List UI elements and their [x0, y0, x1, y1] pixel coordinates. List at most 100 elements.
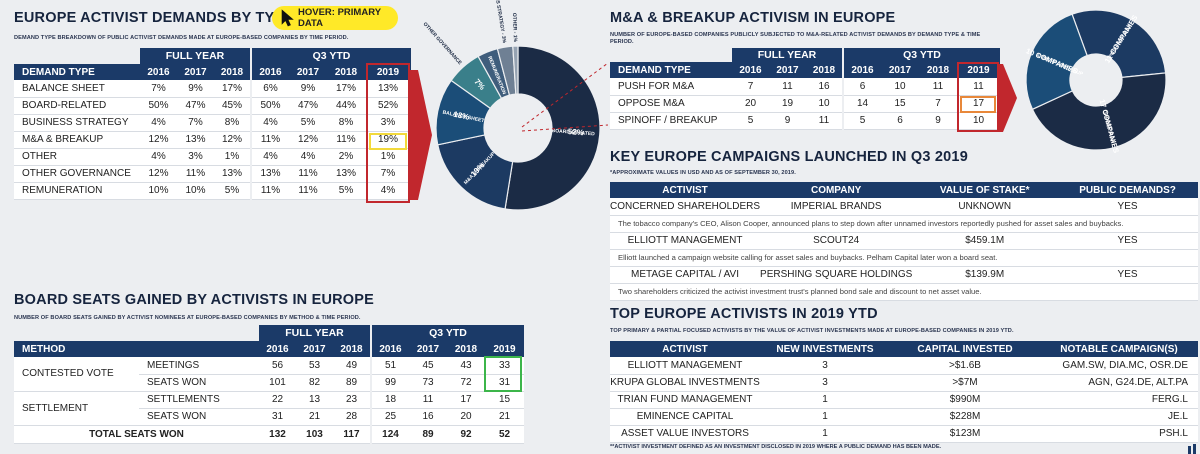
- cell-value: 82: [296, 374, 333, 392]
- cell-value: 20: [447, 408, 485, 426]
- table-row[interactable]: BALANCE SHEET 7% 9% 17% 6% 9% 17% 13%: [14, 80, 411, 98]
- cell-activist: METAGE CAPITAL / AVI: [610, 266, 761, 284]
- cell-value: 12%: [289, 131, 327, 149]
- donut-slice[interactable]: [1031, 72, 1167, 151]
- total-value: 92: [447, 425, 485, 444]
- campaign-row[interactable]: ELLIOTT MANAGEMENT SCOUT24 $459.1M YES: [610, 232, 1198, 250]
- table-row[interactable]: M&A & BREAKUP 12% 13% 12% 11% 12% 11% 19%: [14, 131, 411, 149]
- col-year: 2017: [888, 64, 912, 76]
- cell-capital: $990M: [890, 391, 1040, 409]
- cell-value: 13%: [251, 165, 289, 183]
- cell-value: 9%: [177, 80, 214, 98]
- slice-category-label: BOARD-RELATED: [551, 128, 595, 137]
- slice-category-label: BUSINESS STRATEGY - 3%: [491, 0, 507, 44]
- campaign-note: Elliott launched a campaign website call…: [610, 249, 1198, 267]
- cell-investments: 3: [760, 374, 890, 392]
- cell-value: 23: [333, 391, 372, 409]
- table-row[interactable]: SEATS WON 31 21 28 25 16 20 21: [14, 408, 524, 426]
- cell-value: 11: [919, 78, 957, 96]
- cell-value: 10: [957, 112, 1000, 130]
- cell-value: 4%: [140, 148, 177, 166]
- board-seats-table: FULL YEAR Q3 YTD METHOD 2016 2017 2018 2…: [14, 325, 524, 444]
- cell-value: 53: [296, 357, 333, 375]
- cell-campaigns: FERG.L: [1040, 391, 1198, 409]
- activist-row[interactable]: KRUPA GLOBAL INVESTMENTS 3 >$7M AGN, G24.DE…: [610, 374, 1198, 392]
- method-group-label: CONTESTED VOTE: [14, 357, 139, 392]
- table-row[interactable]: OTHER GOVERNANCE 12% 11% 13% 13% 11% 13% 7%: [14, 165, 411, 183]
- cell-value: 4%: [140, 114, 177, 132]
- cell-value: 47%: [289, 97, 327, 115]
- cell-value: 12%: [214, 131, 252, 149]
- total-row[interactable]: TOTAL SEATS WON 132 103 117 124 89 92 52: [14, 425, 524, 444]
- cell-demands: YES: [1057, 266, 1198, 284]
- table-row[interactable]: PUSH FOR M&A 7 11 16 6 10 11 11: [610, 78, 1000, 96]
- table-row[interactable]: BUSINESS STRATEGY 4% 7% 8% 4% 5% 8% 3%: [14, 114, 411, 132]
- total-label: TOTAL SEATS WON: [14, 425, 259, 444]
- cell-campaigns: JE.L: [1040, 408, 1198, 426]
- cell-value: 25: [371, 408, 409, 426]
- cell-value: 10: [806, 95, 844, 113]
- cell-value: 7: [919, 95, 957, 113]
- row-label: BOARD-RELATED: [14, 97, 140, 115]
- campaign-row[interactable]: METAGE CAPITAL / AVI PERSHING SQUARE HOLD…: [610, 266, 1198, 284]
- col-year: 2016: [266, 343, 289, 355]
- table-row[interactable]: BOARD-RELATED 50% 47% 45% 50% 47% 44% 52%: [14, 97, 411, 115]
- cell-value: 15: [881, 95, 919, 113]
- panel3-title: KEY EUROPE CAMPAIGNS LAUNCHED IN Q3 2019: [610, 149, 968, 165]
- col-year: 2016: [147, 66, 170, 78]
- group-full-year: FULL YEAR: [259, 325, 372, 341]
- cell-value: 4%: [365, 182, 411, 200]
- row-label: MEETINGS: [139, 357, 259, 375]
- campaign-row[interactable]: CONCERNED SHAREHOLDERS IMPERIAL BRANDS UNK…: [610, 198, 1198, 216]
- cell-campaigns: AGN, G24.DE, ALT.PA: [1040, 374, 1198, 392]
- cell-activist: CONCERNED SHAREHOLDERS: [610, 198, 761, 216]
- col-value-of-stake: VALUE OF STAKE*: [939, 184, 1030, 196]
- col-year: 2016: [259, 66, 282, 78]
- donut-slice[interactable]: [1025, 13, 1088, 111]
- cell-value: 16: [409, 408, 447, 426]
- cell-value: 1%: [365, 148, 411, 166]
- arrow-to-donut2: [997, 64, 1017, 132]
- hover-primary-data-badge[interactable]: HOVER: PRIMARY DATA: [272, 6, 398, 30]
- cell-value: 33: [485, 357, 524, 375]
- cell-value: 7%: [140, 80, 177, 98]
- table-row[interactable]: OTHER 4% 3% 1% 4% 4% 2% 1%: [14, 148, 411, 166]
- activist-row[interactable]: ASSET VALUE INVESTORS 1 $123M PSH.L: [610, 425, 1198, 443]
- cursor-arrow-icon: [281, 9, 294, 27]
- cell-value: 6: [843, 78, 881, 96]
- col-year: 2017: [296, 66, 320, 78]
- donut-slice[interactable]: [512, 45, 519, 95]
- cell-demands: YES: [1057, 198, 1198, 216]
- cell-value: 52%: [365, 97, 411, 115]
- col-demand-type: DEMAND TYPE: [618, 64, 691, 76]
- panel-demands-by-type: EUROPE ACTIVIST DEMANDS BY TYPE DEMAND T…: [14, 10, 414, 41]
- activist-row[interactable]: TRIAN FUND MANAGEMENT 1 $990M FERG.L: [610, 391, 1198, 409]
- activist-row[interactable]: ELLIOTT MANAGEMENT 3 >$1.6B GAM.SW, DIA.MC,…: [610, 357, 1198, 375]
- table-row[interactable]: OPPOSE M&A 20 19 10 14 15 7 17: [610, 95, 1000, 113]
- donut-slice[interactable]: [437, 134, 514, 210]
- cell-value: 3%: [365, 114, 411, 132]
- total-value: 89: [409, 425, 447, 444]
- cell-value: 99: [371, 374, 409, 392]
- cell-value: 1%: [214, 148, 252, 166]
- cell-value: 21: [485, 408, 524, 426]
- table-row[interactable]: SEATS WON 101 82 89 99 73 72 31: [14, 374, 524, 392]
- table-row[interactable]: CONTESTED VOTE MEETINGS 56 53 49 51 45 43 33: [14, 357, 524, 392]
- col-company: COMPANY: [810, 184, 862, 196]
- group-full-year: FULL YEAR: [140, 48, 252, 64]
- cell-value: 11%: [289, 182, 327, 200]
- donut-slice[interactable]: [1071, 9, 1167, 79]
- cell-value: 7%: [177, 114, 214, 132]
- activist-row[interactable]: EMINENCE CAPITAL 1 $228M JE.L: [610, 408, 1198, 426]
- cell-value: 73: [409, 374, 447, 392]
- cell-value: 17%: [327, 80, 365, 98]
- cell-investments: 1: [760, 408, 890, 426]
- table-row[interactable]: SPINOFF / BREAKUP 5 9 11 5 6 9 10: [610, 112, 1000, 130]
- table-row[interactable]: REMUNERATION 10% 10% 5% 11% 11% 5% 4%: [14, 182, 411, 200]
- table-row[interactable]: SETTLEMENT SETTLEMENTS 22 13 23 18 11 17 15: [14, 391, 524, 426]
- cell-value: 13: [296, 391, 333, 409]
- cell-value: 11%: [251, 131, 289, 149]
- cell-value: 19: [769, 95, 806, 113]
- arrow-to-donut1: [410, 70, 432, 200]
